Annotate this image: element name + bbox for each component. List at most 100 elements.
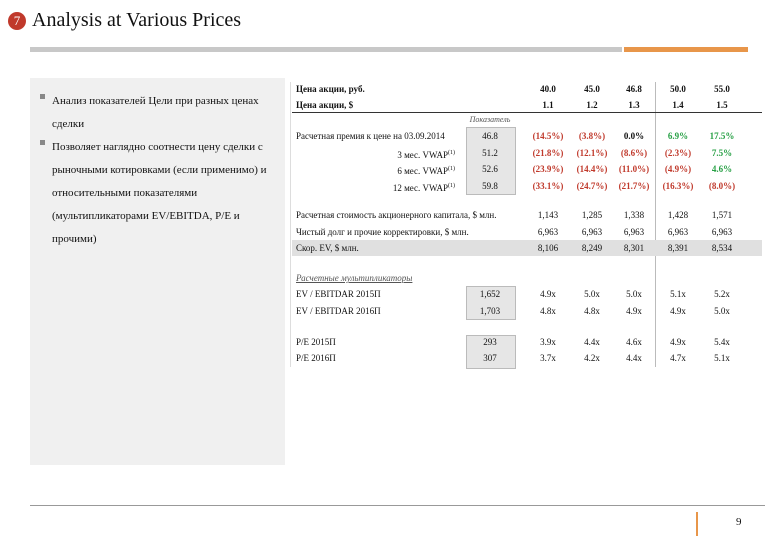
cell: 1.5 <box>716 100 728 110</box>
cell: 8,391 <box>667 243 689 253</box>
cell: 6,963 <box>623 226 645 237</box>
row-label: EV / EBITDAR 2016П <box>296 306 381 316</box>
row-label: 6 мес. VWAP(1) <box>397 166 455 176</box>
bullet-marker <box>40 140 45 145</box>
cell: 3.7x <box>540 353 556 363</box>
row-label: 12 мес. VWAP(1) <box>392 182 455 193</box>
row-label: Расчетная стоимость акционерного капитал… <box>296 210 497 220</box>
cell: 5.0x <box>714 306 730 316</box>
cell: 1,571 <box>711 210 733 220</box>
mult-box <box>466 286 516 320</box>
cell: 8,534 <box>711 243 733 253</box>
cell: 45.0 <box>584 84 600 94</box>
cell: (14.4%) <box>576 164 608 174</box>
footer-rule <box>30 505 765 506</box>
cell: 55.0 <box>714 84 730 94</box>
footer-accent <box>696 512 698 536</box>
cell: 50.0 <box>670 84 686 94</box>
cell: 1.4 <box>672 100 684 110</box>
row-label: Скор. EV, $ млн. <box>296 243 359 253</box>
cell: 5.1x <box>670 289 686 299</box>
row-label: Цена акции, $ <box>296 100 354 110</box>
cell: 6,963 <box>537 226 559 237</box>
cell: (21.7%) <box>618 180 650 191</box>
indicator-label: Показатель <box>469 115 511 124</box>
cell: (14.5%) <box>532 131 564 141</box>
footnote-ref: (1) <box>448 182 455 189</box>
cell: 6,963 <box>581 226 603 237</box>
row-label: 3 мес. VWAP(1) <box>397 149 455 160</box>
cell: 1,285 <box>581 210 603 220</box>
cell: 4.8x <box>540 306 556 316</box>
title-rule <box>30 47 622 52</box>
cell: 5.1x <box>714 353 730 363</box>
multiples-title: Расчетные мультипликаторы <box>296 273 413 283</box>
section-number: 7 <box>8 12 26 30</box>
cell: 4.4x <box>584 337 600 347</box>
cell: (16.3%) <box>662 180 694 191</box>
cell: 6,963 <box>667 226 689 237</box>
cell: (12.1%) <box>576 147 608 158</box>
cell: 4.9x <box>626 306 642 316</box>
title-accent <box>624 47 748 52</box>
cell: 4.7x <box>670 353 686 363</box>
premium-title: Расчетная премия к цене на 03.09.2014 <box>296 131 445 141</box>
cell: (8.0%) <box>708 180 736 191</box>
cell: 4.6x <box>626 337 642 347</box>
cell: 40.0 <box>540 84 556 94</box>
cell: 1,338 <box>623 210 645 220</box>
cell: (11.0%) <box>618 164 650 174</box>
bullet-panel <box>30 78 285 465</box>
cell: 3.9x <box>540 337 556 347</box>
row-label: Цена акции, руб. <box>296 84 365 94</box>
cell: 6.9% <box>667 131 689 141</box>
base-value: 293 <box>483 337 497 347</box>
cell: 5.2x <box>714 289 730 299</box>
cell: 1,143 <box>537 210 559 220</box>
cell: 17.5% <box>709 131 735 141</box>
row-label: P/E 2016П <box>296 353 336 363</box>
cell: 46.8 <box>626 84 642 94</box>
cell: 1.2 <box>586 100 598 110</box>
cell: 1,428 <box>667 210 689 220</box>
cell: (2.3%) <box>664 147 692 158</box>
row-label: P/E 2015П <box>296 337 336 347</box>
cell: 4.9x <box>670 306 686 316</box>
slide-title: Analysis at Various Prices <box>32 9 242 31</box>
footnote-ref: (1) <box>448 166 455 172</box>
cell: (3.8%) <box>578 131 606 141</box>
cell: (21.8%) <box>532 147 564 158</box>
ev-band <box>292 240 762 256</box>
cell: (24.7%) <box>576 180 608 191</box>
bullet-text: Анализ показателей Цели при разных ценах… <box>52 95 259 130</box>
cell: 1.1 <box>542 100 554 110</box>
cell: 5.0x <box>626 289 642 299</box>
cell: 8,301 <box>623 243 645 253</box>
table-left-rule <box>290 82 291 367</box>
cell: 4.4x <box>626 353 642 363</box>
column-divider <box>655 82 656 367</box>
cell: 4.9x <box>540 289 556 299</box>
cell: 4.9x <box>670 337 686 347</box>
base-value: 51.2 <box>482 147 498 158</box>
cell: (8.6%) <box>620 147 648 158</box>
base-value: 1,703 <box>479 306 501 316</box>
cell: (4.9%) <box>664 164 692 174</box>
cell: 0.0% <box>623 131 645 141</box>
cell: 4.8x <box>584 306 600 316</box>
cell: 8,249 <box>581 243 603 253</box>
row-label: Чистый долг и прочие корректировки, $ мл… <box>296 226 469 237</box>
cell: 7.5% <box>711 147 733 158</box>
cell: 5.4x <box>714 337 730 347</box>
bullet-marker <box>40 94 45 99</box>
bullet-text: Позволяет наглядно соотнести цену сделки… <box>52 141 267 245</box>
cell: 1.3 <box>628 100 640 110</box>
cell: (33.1%) <box>532 180 564 191</box>
cell: 4.2x <box>584 353 600 363</box>
base-value: 1,652 <box>479 289 501 299</box>
footnote-ref: (1) <box>448 149 455 156</box>
base-value: 46.8 <box>482 131 498 141</box>
cell: 5.0x <box>584 289 600 299</box>
cell: (23.9%) <box>532 164 564 174</box>
